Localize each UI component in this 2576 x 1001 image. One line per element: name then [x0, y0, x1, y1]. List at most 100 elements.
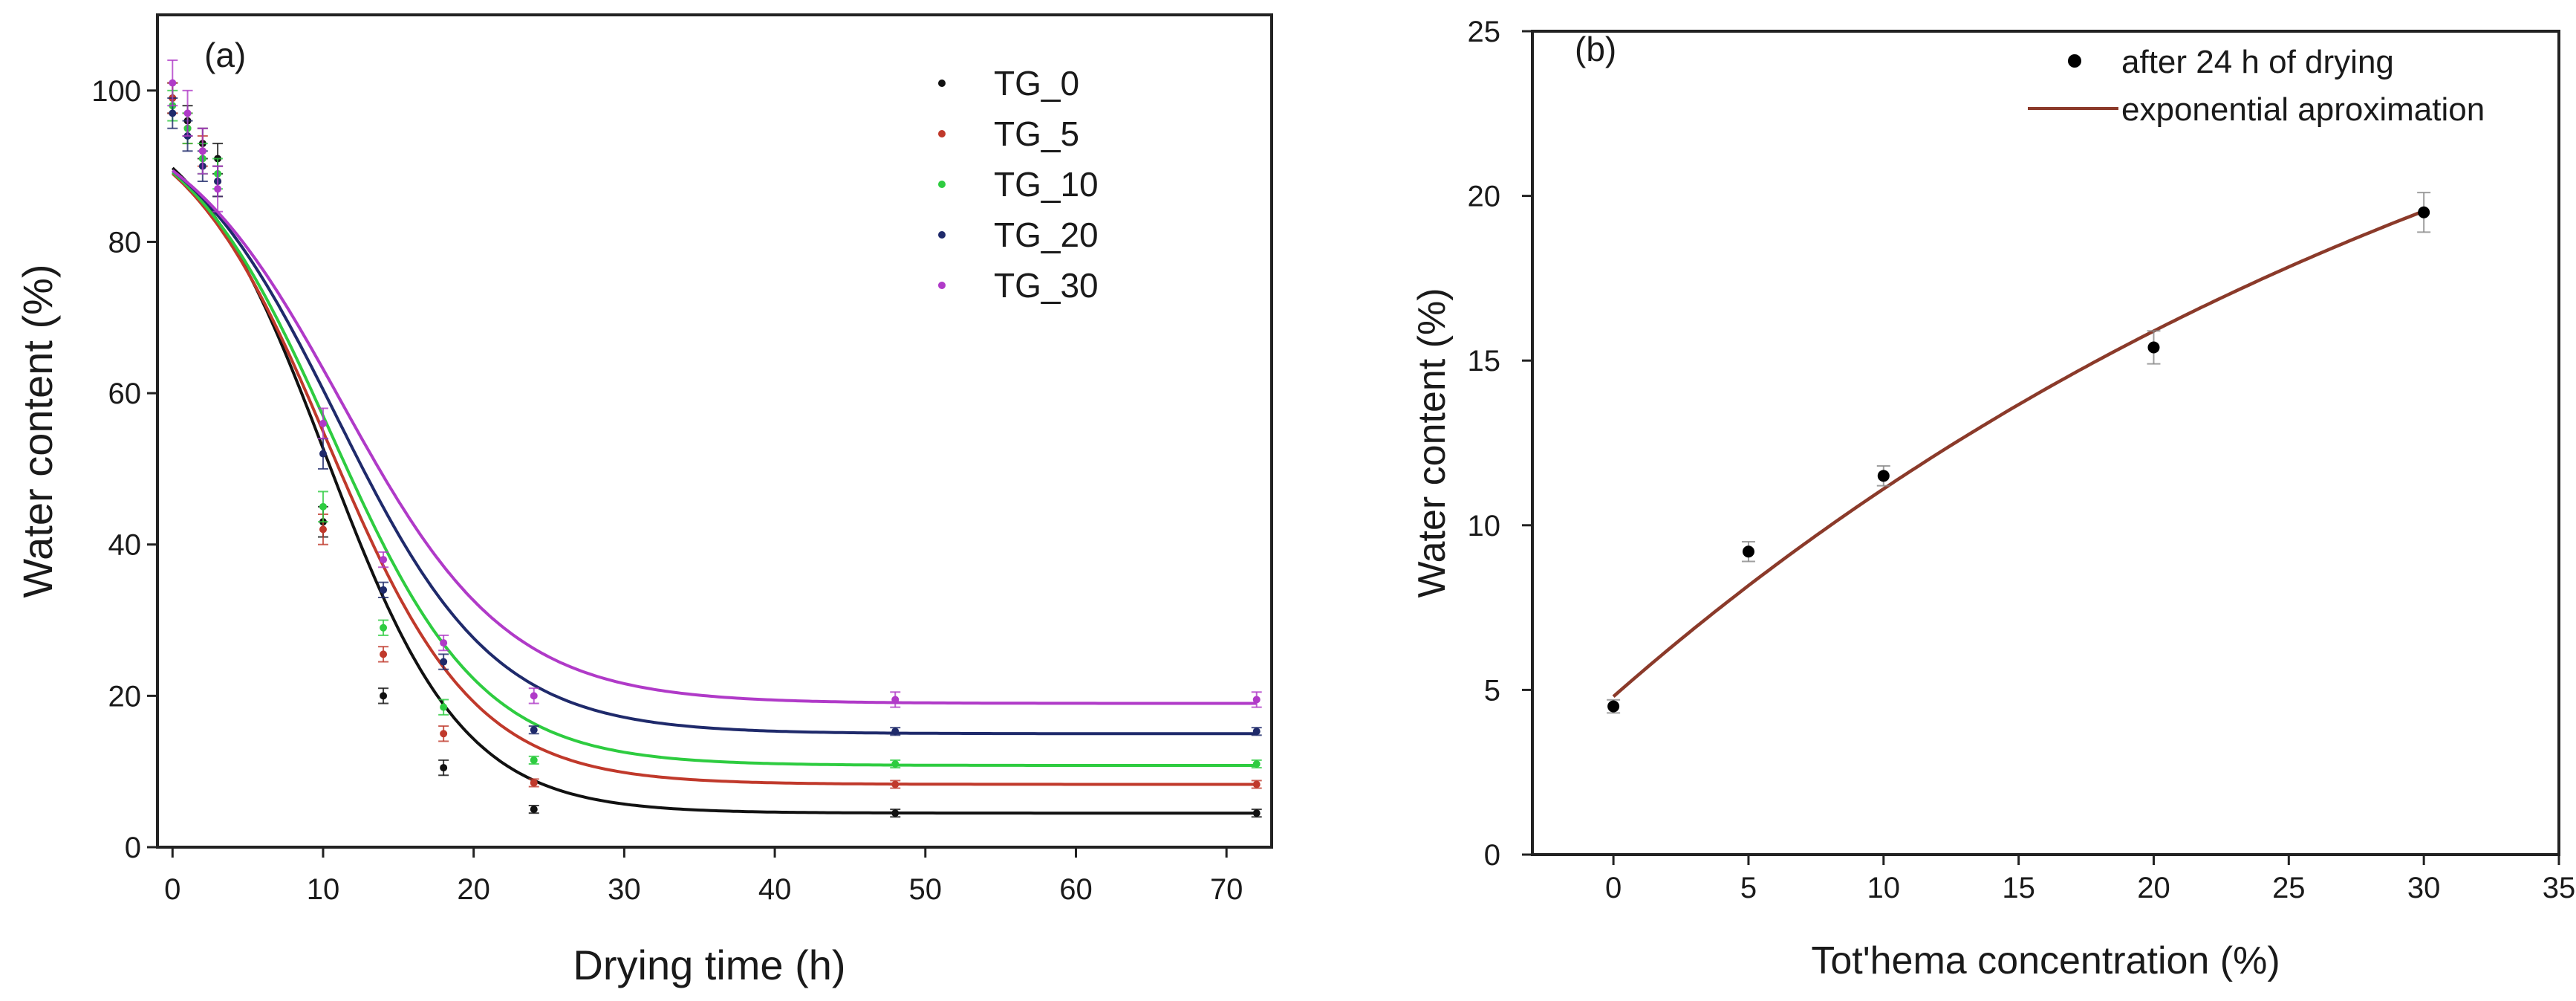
legend-marker-after-24h [2068, 54, 2081, 68]
panel-a-x-tick-label: 40 [758, 873, 792, 906]
panel-a-fit-curves [171, 166, 1257, 815]
data-point-tg-30 [530, 692, 538, 700]
data-point-tg-5 [530, 779, 538, 787]
data-point-tg-20 [530, 726, 538, 734]
panel-a-x-tick-label: 30 [608, 873, 641, 906]
fit-curve-tg-0 [171, 166, 1257, 815]
legend-item-tg5: TG_5 [938, 114, 1079, 153]
panel-a-y-tick-label: 80 [108, 226, 142, 259]
legend-item-tg20: TG_20 [938, 216, 1099, 254]
panel-b-y-tick-label: 15 [1468, 345, 1501, 378]
panel-b-x-tick-label: 20 [2137, 872, 2170, 904]
data-point-after-24-h-of-drying [1742, 545, 1754, 558]
panel-a-x-axis-label: Drying time (h) [573, 942, 845, 988]
panel-a-x-tick-label: 70 [1210, 873, 1243, 906]
panel-b-fit-curve [1612, 209, 2425, 698]
data-point-tg-30 [214, 185, 222, 193]
fit-curve-tg-30 [172, 169, 1257, 705]
panel-b-y-tick-label: 25 [1468, 16, 1501, 48]
panel-b-chart: 0 5 10 15 20 25 30 35 0 5 10 15 20 25 (b) Tot'hema co… [1411, 16, 2575, 982]
legend-item-after-24h: after 24 h of drying [2068, 44, 2394, 80]
fit-curve-tg-10 [171, 171, 1257, 767]
legend-label-tg10: TG_10 [994, 165, 1099, 204]
panel-a-x-tick-label: 0 [164, 873, 180, 906]
data-point-tg-0 [1252, 809, 1261, 817]
panel-b-y-tick-label: 10 [1468, 510, 1501, 542]
panel-a-chart: 0 10 20 30 40 50 60 70 0 20 40 60 80 100 (a) Drying t… [14, 13, 1273, 988]
legend-marker-tg0 [938, 80, 946, 87]
data-point-tg-5 [891, 780, 900, 788]
fit-curve-tg-5 [171, 172, 1257, 786]
data-point-tg-10 [319, 502, 327, 511]
legend-label-tg30: TG_30 [994, 266, 1099, 305]
legend-item-tg0: TG_0 [938, 64, 1079, 103]
fit-curve-exponential-aproximation [1612, 209, 2425, 698]
panel-a-y-tick-label: 20 [108, 680, 142, 713]
panel-b-y-tick-label: 0 [1484, 839, 1500, 872]
data-point-tg-10 [380, 623, 388, 632]
data-point-tg-0 [891, 809, 900, 817]
data-point-tg-5 [380, 650, 388, 658]
data-point-after-24-h-of-drying [2147, 341, 2160, 354]
panel-a-y-tick-label: 60 [108, 378, 142, 410]
panel-a-axes-ticks: 0 10 20 30 40 50 60 70 0 20 40 60 80 100 [91, 75, 1243, 906]
data-point-tg-5 [440, 730, 448, 738]
fit-curve-tg-20 [172, 169, 1257, 736]
panel-b-y-axis-label: Water content (%) [1411, 288, 1454, 597]
legend-marker-tg30 [938, 282, 946, 289]
data-point-tg-30 [198, 147, 206, 155]
data-point-tg-30 [440, 639, 448, 647]
data-point-tg-20 [891, 728, 900, 736]
data-point-tg-30 [183, 109, 192, 117]
panel-b-x-tick-label: 10 [1867, 872, 1901, 904]
legend-label-after-24h: after 24 h of drying [2121, 44, 2394, 80]
panel-b-legend: after 24 h of drying exponential aproxim… [2028, 44, 2485, 128]
legend-label-tg20: TG_20 [994, 216, 1099, 254]
data-point-tg-0 [380, 692, 388, 700]
data-point-tg-20 [440, 658, 448, 666]
panel-a-x-tick-label: 60 [1059, 873, 1093, 906]
panel-b-x-tick-label: 35 [2543, 872, 2576, 904]
panel-b-x-tick-label: 30 [2407, 872, 2441, 904]
data-point-tg-30 [319, 419, 327, 427]
legend-label-tg0: TG_0 [994, 64, 1079, 103]
data-point-tg-20 [169, 109, 177, 117]
panel-a-x-tick-label: 10 [307, 873, 340, 906]
data-point-after-24-h-of-drying [1607, 700, 1620, 713]
panel-a-y-tick-label: 40 [108, 529, 142, 562]
data-point-tg-20 [319, 450, 327, 458]
data-point-tg-5 [1252, 780, 1261, 788]
panel-b-x-axis-label: Tot'hema concentration (%) [1811, 939, 2280, 982]
data-point-after-24-h-of-drying [1877, 470, 1890, 482]
legend-label-tg5: TG_5 [994, 114, 1079, 153]
data-point-tg-30 [891, 696, 900, 704]
panel-b-label: (b) [1575, 30, 1616, 68]
data-point-tg-10 [440, 703, 448, 711]
panel-a-legend: TG_0 TG_5 TG_10 TG_20 TG_30 [938, 64, 1099, 305]
data-point-tg-20 [1252, 728, 1261, 736]
legend-marker-tg10 [938, 181, 946, 188]
panel-b-x-tick-label: 25 [2272, 872, 2306, 904]
data-point-tg-10 [891, 760, 900, 768]
legend-label-exponential: exponential aproximation [2121, 91, 2485, 128]
data-point-tg-30 [169, 79, 177, 87]
legend-item-tg10: TG_10 [938, 165, 1099, 204]
panel-a-data-points [167, 59, 1262, 818]
panel-a-x-tick-label: 50 [909, 873, 943, 906]
panel-a-x-tick-label: 20 [457, 873, 490, 906]
panel-a-label: (a) [204, 36, 246, 74]
data-point-tg-0 [530, 806, 538, 814]
data-point-after-24-h-of-drying [2418, 206, 2430, 218]
data-point-tg-30 [1252, 696, 1261, 704]
panel-a-y-tick-label: 100 [91, 75, 141, 108]
panel-b-plot-frame [1531, 30, 2560, 856]
panel-b-y-tick-label: 20 [1468, 181, 1501, 213]
data-point-tg-30 [380, 556, 388, 564]
panel-a-y-axis-label: Water content (%) [14, 264, 61, 597]
legend-item-tg30: TG_30 [938, 266, 1099, 305]
legend-marker-tg20 [938, 231, 946, 239]
panel-b-x-tick-label: 0 [1605, 872, 1622, 904]
data-point-tg-10 [1252, 760, 1261, 768]
panel-b-x-tick-label: 15 [2002, 872, 2035, 904]
